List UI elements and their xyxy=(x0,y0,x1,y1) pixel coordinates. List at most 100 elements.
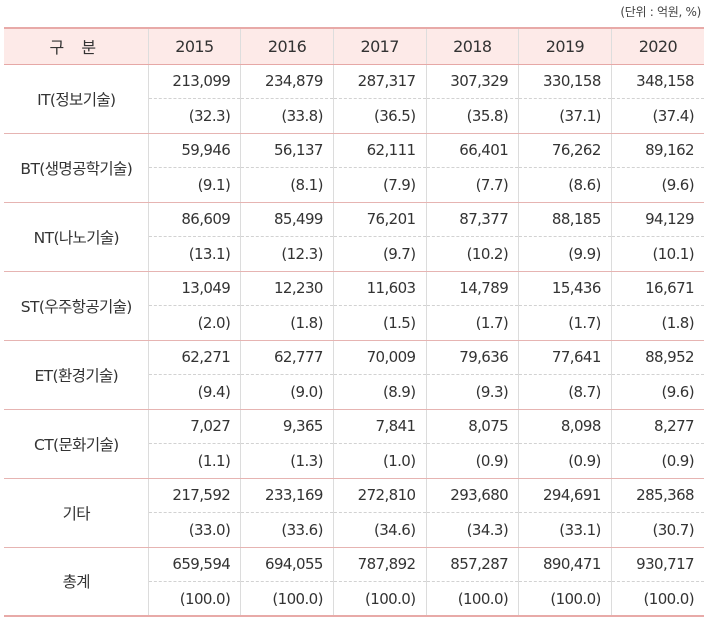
share-cell: (33.8) xyxy=(240,98,334,134)
share-cell: (100.0) xyxy=(425,581,519,617)
value-cell: 890,471 xyxy=(518,547,612,582)
share-cell: (9.6) xyxy=(610,374,704,410)
share-cell: (7.9) xyxy=(332,167,426,203)
value-cell: 930,717 xyxy=(610,547,704,582)
value-cell: 13,049 xyxy=(147,271,241,306)
value-cell: 62,111 xyxy=(332,133,426,168)
table-row-shares: (100.0) (100.0) (100.0) (100.0) (100.0) (100.… xyxy=(4,581,704,617)
share-cell: (36.5) xyxy=(332,98,426,134)
row-category: 총계 xyxy=(4,547,149,617)
value-cell: 694,055 xyxy=(240,547,334,582)
share-cell: (1.7) xyxy=(518,305,612,341)
value-cell: 86,609 xyxy=(147,202,241,237)
share-cell: (9.9) xyxy=(518,236,612,272)
value-cell: 787,892 xyxy=(332,547,426,582)
share-cell: (33.1) xyxy=(518,512,612,548)
share-cell: (8.6) xyxy=(518,167,612,203)
share-cell: (12.3) xyxy=(240,236,334,272)
value-cell: 8,277 xyxy=(610,409,704,444)
table-row-shares: (9.4) (9.0) (8.9) (9.3) (8.7) (9.6) xyxy=(4,374,704,410)
table-row-values: CT(문화기술) 7,027 9,365 7,841 8,075 8,098 8,277 xyxy=(4,409,704,479)
table-row-shares: (2.0) (1.8) (1.5) (1.7) (1.7) (1.8) xyxy=(4,305,704,341)
value-cell: 293,680 xyxy=(425,478,519,513)
value-cell: 857,287 xyxy=(425,547,519,582)
value-cell: 348,158 xyxy=(610,64,704,99)
share-cell: (0.9) xyxy=(425,443,519,479)
value-cell: 217,592 xyxy=(147,478,241,513)
value-cell: 7,027 xyxy=(147,409,241,444)
value-cell: 287,317 xyxy=(332,64,426,99)
value-cell: 12,230 xyxy=(240,271,334,306)
header-year: 2020 xyxy=(610,27,704,65)
share-cell: (9.1) xyxy=(147,167,241,203)
share-cell: (1.5) xyxy=(332,305,426,341)
value-cell: 7,841 xyxy=(332,409,426,444)
rd-investment-table: 구 분 2015 2016 2017 2018 2019 2020 IT(정보기… xyxy=(4,27,704,617)
value-cell: 94,129 xyxy=(610,202,704,237)
header-category: 구 분 xyxy=(4,27,149,65)
value-cell: 79,636 xyxy=(425,340,519,375)
share-cell: (100.0) xyxy=(332,581,426,617)
table-row-shares: (33.0) (33.6) (34.6) (34.3) (33.1) (30.7) xyxy=(4,512,704,548)
value-cell: 89,162 xyxy=(610,133,704,168)
value-cell: 87,377 xyxy=(425,202,519,237)
value-cell: 233,169 xyxy=(240,478,334,513)
share-cell: (9.7) xyxy=(332,236,426,272)
share-cell: (9.0) xyxy=(240,374,334,410)
share-cell: (13.1) xyxy=(147,236,241,272)
table-row-values: IT(정보기술) 213,099 234,879 287,317 307,329 330,… xyxy=(4,64,704,134)
table-row-shares: (9.1) (8.1) (7.9) (7.7) (8.6) (9.6) xyxy=(4,167,704,203)
share-cell: (33.6) xyxy=(240,512,334,548)
table-body: IT(정보기술) 213,099 234,879 287,317 307,329 330,… xyxy=(4,64,704,617)
table-row-values: NT(나노기술) 86,609 85,499 76,201 87,377 88,185 94… xyxy=(4,202,704,272)
share-cell: (32.3) xyxy=(147,98,241,134)
share-cell: (9.6) xyxy=(610,167,704,203)
share-cell: (0.9) xyxy=(518,443,612,479)
table-row-values: ST(우주항공기술) 13,049 12,230 11,603 14,789 15,436… xyxy=(4,271,704,341)
share-cell: (8.9) xyxy=(332,374,426,410)
value-cell: 76,262 xyxy=(518,133,612,168)
share-cell: (8.7) xyxy=(518,374,612,410)
value-cell: 272,810 xyxy=(332,478,426,513)
value-cell: 66,401 xyxy=(425,133,519,168)
share-cell: (34.6) xyxy=(332,512,426,548)
share-cell: (33.0) xyxy=(147,512,241,548)
value-cell: 62,777 xyxy=(240,340,334,375)
row-category: ET(환경기술) xyxy=(4,340,149,410)
row-category: BT(생명공학기술) xyxy=(4,133,149,203)
share-cell: (2.0) xyxy=(147,305,241,341)
value-cell: 11,603 xyxy=(332,271,426,306)
header-year: 2015 xyxy=(147,27,241,65)
share-cell: (1.7) xyxy=(425,305,519,341)
value-cell: 76,201 xyxy=(332,202,426,237)
table-row-values: ET(환경기술) 62,271 62,777 70,009 79,636 77,641 88… xyxy=(4,340,704,410)
header-year: 2018 xyxy=(425,27,519,65)
share-cell: (10.2) xyxy=(425,236,519,272)
value-cell: 307,329 xyxy=(425,64,519,99)
value-cell: 59,946 xyxy=(147,133,241,168)
share-cell: (9.3) xyxy=(425,374,519,410)
value-cell: 88,185 xyxy=(518,202,612,237)
share-cell: (100.0) xyxy=(147,581,241,617)
share-cell: (0.9) xyxy=(610,443,704,479)
share-cell: (8.1) xyxy=(240,167,334,203)
share-cell: (1.3) xyxy=(240,443,334,479)
row-category: CT(문화기술) xyxy=(4,409,149,479)
share-cell: (1.0) xyxy=(332,443,426,479)
table-header-row: 구 분 2015 2016 2017 2018 2019 2020 xyxy=(4,27,704,65)
row-category: IT(정보기술) xyxy=(4,64,149,134)
header-year: 2017 xyxy=(332,27,426,65)
value-cell: 234,879 xyxy=(240,64,334,99)
header-year: 2019 xyxy=(518,27,612,65)
header-year: 2016 xyxy=(240,27,334,65)
share-cell: (7.7) xyxy=(425,167,519,203)
share-cell: (37.1) xyxy=(518,98,612,134)
share-cell: (34.3) xyxy=(425,512,519,548)
table-row-values: 기타 217,592 233,169 272,810 293,680 294,691 285… xyxy=(4,478,704,548)
value-cell: 659,594 xyxy=(147,547,241,582)
share-cell: (100.0) xyxy=(610,581,704,617)
row-category: 기타 xyxy=(4,478,149,548)
share-cell: (1.8) xyxy=(610,305,704,341)
value-cell: 14,789 xyxy=(425,271,519,306)
share-cell: (37.4) xyxy=(610,98,704,134)
